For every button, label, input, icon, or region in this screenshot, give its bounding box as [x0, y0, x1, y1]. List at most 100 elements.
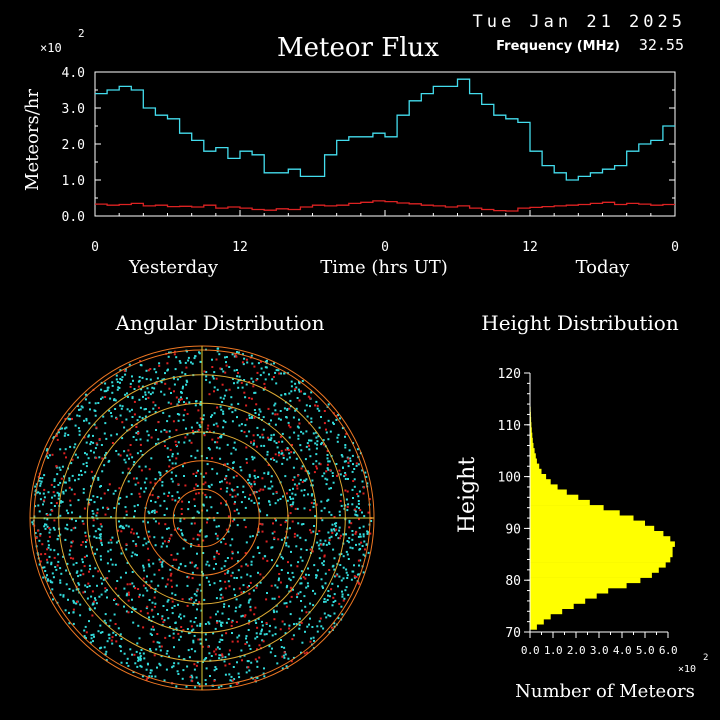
angular-hot-point: [69, 557, 72, 560]
angular-hot-point: [186, 604, 189, 607]
angular-point: [94, 530, 97, 533]
angular-hot-point: [155, 510, 158, 513]
angular-point: [295, 545, 298, 548]
height-xtick-label: 6.0: [659, 644, 677, 657]
angular-point: [124, 506, 127, 509]
angular-point: [253, 409, 256, 411]
angular-point: [178, 655, 181, 658]
angular-point: [236, 493, 239, 496]
angular-point: [295, 457, 298, 460]
angular-point: [88, 585, 91, 587]
angular-point: [149, 632, 152, 635]
angular-point: [121, 405, 124, 408]
angular-point: [351, 488, 354, 491]
angular-point: [138, 593, 141, 596]
angular-point: [63, 434, 66, 437]
angular-point: [223, 603, 226, 606]
angular-point: [114, 634, 117, 637]
angular-point: [89, 443, 92, 446]
height-bar: [530, 577, 641, 584]
angular-point: [45, 449, 48, 452]
angular-point: [295, 622, 298, 625]
angular-point: [98, 456, 101, 459]
angular-point: [69, 445, 72, 448]
angular-point: [205, 457, 208, 460]
angular-point: [114, 563, 117, 566]
angular-point: [100, 388, 103, 391]
angular-point: [38, 477, 41, 479]
angular-point: [237, 379, 240, 382]
angular-hot-point: [158, 569, 161, 572]
angular-point: [355, 505, 358, 508]
angular-point: [358, 490, 361, 493]
angular-point: [287, 571, 289, 574]
angular-point: [89, 568, 92, 571]
angular-point: [51, 572, 54, 575]
angular-hot-point: [164, 445, 166, 447]
angular-point: [145, 477, 148, 480]
angular-point: [59, 501, 62, 504]
angular-point: [104, 613, 107, 616]
angular-point: [242, 485, 245, 488]
angular-hot-point: [213, 650, 216, 653]
angular-point: [304, 479, 307, 482]
height-bar: [530, 474, 547, 480]
height-bar: [530, 432, 533, 439]
angular-hot-point: [338, 537, 341, 540]
angular-hot-point: [195, 492, 198, 495]
angular-point: [356, 448, 359, 451]
angular-point: [92, 441, 95, 444]
angular-point: [219, 405, 222, 408]
angular-point: [97, 478, 100, 481]
angular-hot-point: [202, 483, 205, 486]
angular-point: [108, 633, 111, 636]
angular-point: [75, 588, 78, 591]
angular-point: [171, 606, 174, 609]
angular-point: [266, 453, 269, 456]
angular-point: [69, 549, 72, 552]
angular-hot-point: [230, 574, 233, 577]
angular-point: [203, 432, 206, 435]
angular-point: [195, 676, 198, 679]
angular-point: [232, 377, 234, 380]
angular-point: [257, 497, 260, 500]
angular-point: [243, 654, 246, 657]
angular-point: [282, 457, 285, 459]
angular-point: [62, 490, 65, 493]
angular-point: [100, 497, 103, 500]
angular-point: [259, 581, 262, 584]
angular-point: [288, 624, 291, 627]
angular-point: [57, 534, 60, 537]
angular-point: [240, 615, 243, 618]
height-bar: [530, 510, 620, 516]
angular-point: [277, 499, 280, 502]
angular-point: [246, 361, 249, 364]
angular-point: [218, 647, 221, 650]
angular-point: [113, 507, 116, 509]
angular-point: [158, 471, 161, 474]
angular-hot-point: [43, 488, 46, 491]
flux-multiplier-exp: 2: [78, 27, 85, 40]
angular-point: [249, 605, 252, 608]
angular-point: [77, 499, 80, 502]
angular-point: [315, 453, 318, 456]
angular-point: [196, 661, 199, 664]
angular-hot-point: [261, 530, 264, 533]
angular-hot-point: [72, 557, 75, 560]
angular-hot-point: [202, 539, 205, 542]
angular-point: [115, 603, 118, 606]
angular-point: [141, 385, 144, 388]
angular-point: [82, 488, 85, 491]
angular-point: [154, 675, 157, 678]
angular-point: [94, 567, 97, 570]
angular-point: [330, 529, 333, 532]
angular-point: [64, 538, 67, 541]
angular-point: [217, 525, 220, 528]
angular-point: [260, 367, 263, 370]
angular-point: [100, 525, 103, 528]
angular-hot-point: [215, 377, 218, 380]
angular-hot-point: [175, 429, 178, 432]
angular-point: [171, 592, 174, 595]
angular-point: [130, 424, 133, 427]
angular-point: [240, 576, 243, 579]
